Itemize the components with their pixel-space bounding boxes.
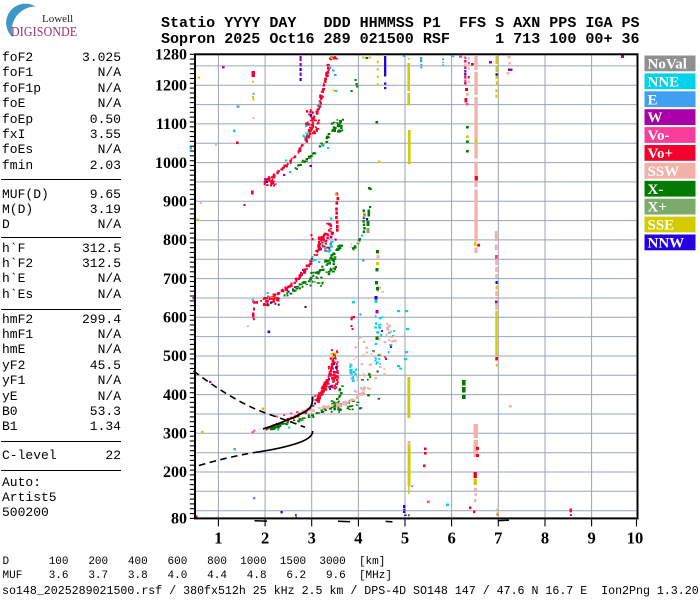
svg-text:5: 5 <box>401 529 409 548</box>
svg-text:600: 600 <box>163 310 187 327</box>
svg-text:800: 800 <box>163 232 187 249</box>
svg-text:E: E <box>648 92 658 108</box>
svg-text:7: 7 <box>494 529 502 548</box>
svg-text:1: 1 <box>214 529 222 548</box>
svg-text:Vo+: Vo+ <box>648 146 674 162</box>
svg-text:SSE: SSE <box>648 218 675 234</box>
svg-text:80: 80 <box>171 511 187 528</box>
svg-text:X-: X- <box>648 182 664 198</box>
svg-text:700: 700 <box>163 271 187 288</box>
svg-text:500: 500 <box>163 348 187 365</box>
svg-text:NNW: NNW <box>648 236 685 252</box>
svg-text:9: 9 <box>587 529 595 548</box>
svg-text:3: 3 <box>308 529 316 548</box>
svg-text:4: 4 <box>354 529 362 548</box>
svg-text:1100: 1100 <box>156 116 187 133</box>
svg-text:900: 900 <box>163 194 187 211</box>
svg-text:1200: 1200 <box>155 77 187 94</box>
svg-text:NoVal: NoVal <box>648 57 687 73</box>
svg-text:300: 300 <box>163 426 187 443</box>
svg-text:W: W <box>648 110 663 126</box>
svg-text:1000: 1000 <box>155 155 187 172</box>
svg-text:8: 8 <box>541 529 549 548</box>
svg-text:Vo-: Vo- <box>648 128 670 144</box>
svg-text:2: 2 <box>261 529 269 548</box>
svg-text:200: 200 <box>163 464 187 481</box>
svg-text:NNE: NNE <box>648 74 680 90</box>
svg-text:400: 400 <box>163 387 187 404</box>
svg-text:6: 6 <box>447 529 455 548</box>
svg-text:10: 10 <box>627 529 644 548</box>
svg-text:1280: 1280 <box>155 47 187 64</box>
svg-text:X+: X+ <box>648 200 667 216</box>
svg-text:SSW: SSW <box>648 164 680 180</box>
